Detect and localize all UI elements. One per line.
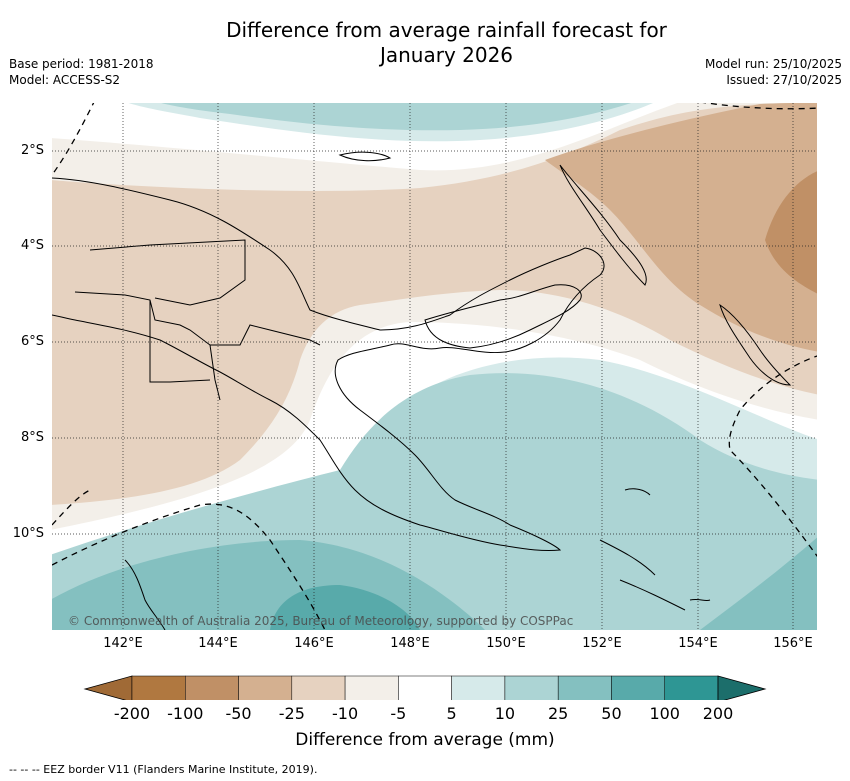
map-title: Difference from average rainfall forecas…: [0, 18, 850, 68]
issued-date: Issued: 27/10/2025: [726, 73, 842, 87]
colorbar-title: Difference from average (mm): [295, 730, 555, 750]
png-border: [74, 291, 221, 401]
colorbar-tick-label: 100: [649, 704, 680, 723]
colorbar-tick-label: 5: [446, 704, 457, 723]
colorbar-swatch: [131, 675, 186, 700]
title-line-1: Difference from average rainfall forecas…: [226, 18, 667, 42]
eez-border-south: [52, 503, 326, 630]
map-canvas: [52, 103, 817, 700]
base-period: Base period: 1981-2018: [9, 57, 154, 71]
new-guinea-coast: [52, 177, 605, 551]
colorbar-extend-high: [717, 675, 767, 700]
colorbar-swatch: [611, 675, 665, 700]
lon-label: 144°E: [198, 636, 238, 651]
colorbar-tick-label: -10: [332, 704, 359, 723]
eez-footnote: -- -- -- EEZ border V11 (Flanders Marine…: [9, 763, 318, 776]
eez-border-east: [728, 355, 817, 558]
colorbar-swatch: [664, 675, 719, 700]
meta-right: Model run: 25/10/2025 Issued: 27/10/2025: [705, 56, 842, 88]
colorbar-swatch: [238, 675, 293, 700]
model-run: Model run: 25/10/2025: [704, 57, 842, 71]
eez-border-southwest: [52, 489, 91, 526]
colorbar-tick-label: 10: [494, 704, 516, 723]
rainfall-field: [52, 103, 817, 630]
new-britain: [424, 284, 582, 349]
south-wet-region-strong: [270, 585, 420, 630]
colorbar-swatch: [291, 675, 346, 700]
manus-island: [338, 151, 392, 162]
colorbar-tick-label: 25: [547, 704, 569, 723]
copyright-notice: © Commonwealth of Australia 2025, Bureau…: [68, 614, 574, 628]
lat-label: 8°S: [20, 430, 44, 445]
dry-region-moderate: [545, 103, 817, 352]
lon-label: 154°E: [678, 636, 718, 651]
lat-label: 4°S: [20, 238, 44, 253]
colorbar-tick-label: -200: [113, 704, 151, 723]
colorbar-swatch: [344, 675, 399, 700]
north-wet-core: [161, 103, 632, 131]
model-name: Model: ACCESS-S2: [9, 73, 121, 87]
lon-label: 152°E: [582, 636, 622, 651]
colorbar-swatch: [185, 675, 239, 700]
lon-label: 146°E: [294, 636, 334, 651]
southeast-islands: [599, 488, 711, 611]
colorbar-tick-label: -100: [167, 704, 204, 723]
colorbar-extend-low: [83, 675, 133, 700]
lon-label: 156°E: [773, 636, 813, 651]
colorbar-swatch: [504, 675, 559, 700]
colorbar-tick-label: -50: [225, 704, 252, 723]
colorbar-tick-label: 50: [601, 704, 622, 723]
province-lines: [89, 239, 321, 383]
lon-label: 150°E: [486, 636, 526, 651]
title-line-2: January 2026: [379, 43, 514, 67]
lon-label: 148°E: [390, 636, 430, 651]
colorbar-tick-label: -5: [390, 704, 407, 723]
colorbar-tick-label: 200: [702, 704, 734, 723]
colorbar-tick-label: -25: [278, 704, 305, 723]
eez-border-west: [52, 103, 95, 176]
colorbar: [83, 675, 767, 700]
lon-label: 142°E: [103, 636, 143, 651]
coastlines: [52, 151, 792, 630]
new-ireland: [559, 164, 647, 286]
lat-label: 6°S: [20, 334, 44, 349]
cape-york: [124, 559, 166, 630]
lat-label: 2°S: [20, 143, 44, 158]
dry-region-strong: [765, 171, 817, 294]
meta-left: Base period: 1981-2018 Model: ACCESS-S2: [9, 56, 154, 88]
eez-borders: [52, 103, 817, 630]
colorbar-swatch: [557, 675, 612, 700]
graticule: [52, 103, 817, 630]
lat-label: 10°S: [12, 526, 44, 541]
colorbar-swatch: [451, 675, 506, 700]
southeast-wet-region-moderate: [700, 537, 817, 630]
eez-border-northeast: [702, 103, 817, 110]
colorbar-swatch: [398, 675, 452, 700]
